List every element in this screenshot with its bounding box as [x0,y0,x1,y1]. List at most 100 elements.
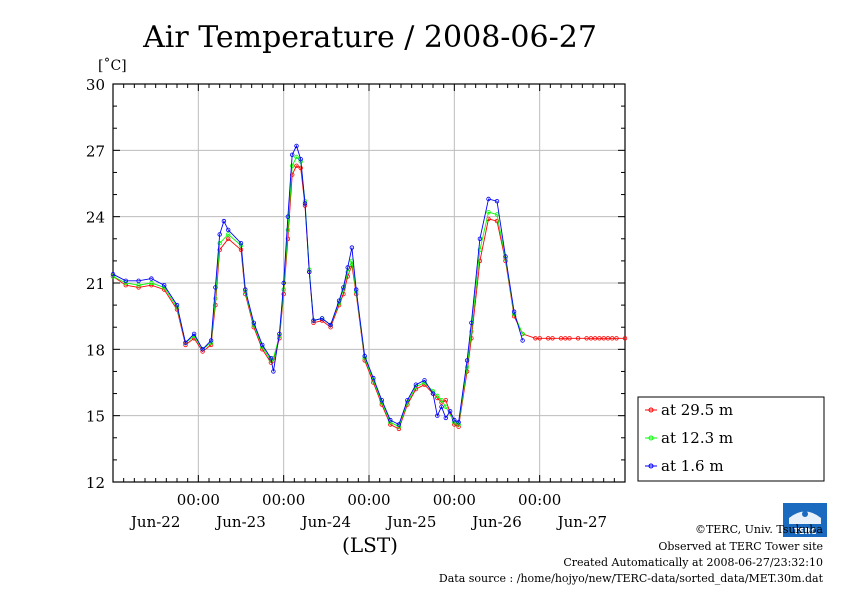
data-point [605,336,611,341]
data-point [503,254,508,259]
y-tick-label: 30 [86,76,105,94]
data-point [486,209,491,215]
data-point [614,336,619,341]
data-point [149,276,154,281]
data-point [447,409,453,414]
data-point [597,336,602,341]
data-point [294,154,299,160]
data-point [494,198,500,204]
legend-box [637,396,825,482]
data-point [439,404,444,409]
data-point [213,296,218,301]
data-point [435,413,440,418]
x-day-label: Jun-25 [385,513,437,531]
x-day-label: Jun-24 [300,513,352,531]
data-point [200,347,205,352]
data-point [533,336,538,341]
data-point [464,358,470,363]
data-point [285,214,291,219]
data-point [567,336,572,341]
data-point [443,398,448,403]
data-point [302,201,308,206]
data-point [443,415,448,421]
data-point [225,227,231,233]
data-point [439,398,444,403]
data-point [537,336,542,341]
data-point [601,336,606,341]
data-point [298,165,303,171]
data-point [243,287,248,292]
data-point [191,331,197,337]
data-point [477,236,483,241]
legend-label: at 1.6 m [661,457,724,475]
data-point [422,378,427,383]
data-point [328,322,333,328]
data-point [225,236,231,241]
data-point [550,336,555,341]
data-point [546,336,551,341]
data-point [136,283,141,288]
y-tick-label: 15 [86,408,105,426]
data-point [469,320,474,325]
series-2 [110,143,525,427]
data-point [290,163,295,168]
data-point [238,240,244,246]
data-point [362,353,367,359]
data-point [405,398,410,403]
y-tick-label: 21 [86,275,105,293]
data-point [584,336,589,341]
y-axis: 12 15 18 21 24 27 30 [86,76,625,492]
data-point [345,269,350,275]
data-point [456,420,461,425]
data-point [588,336,594,341]
data-point [260,342,265,348]
legend: at 29.5 m at 12.3 m at 1.6 m [637,396,825,482]
data-point [149,280,154,286]
data-point [110,272,116,277]
y-tick-label: 24 [86,209,105,227]
data-point [271,369,276,374]
legend-label: at 29.5 m [661,401,733,419]
grid [113,84,625,482]
data-point [311,318,316,323]
data-point [469,329,474,334]
series-group [110,143,628,432]
data-point [307,269,312,275]
data-point [290,152,295,157]
series-1 [110,154,525,429]
data-point [294,163,299,168]
data-point [123,278,128,283]
data-point [610,336,615,341]
chart-title: Air Temperature / 2008-06-27 [142,20,597,55]
data-point [430,391,436,396]
data-point [251,320,256,325]
data-point [558,336,564,341]
data-point [298,156,303,162]
data-point [208,338,214,343]
x-day-label: Jun-22 [129,513,181,531]
data-point [281,280,286,286]
data-point [349,245,355,250]
data-point [464,364,470,370]
x-tick-label: 00:00 [518,491,561,509]
data-point [161,283,167,288]
credit-created: Created Automatically at 2008-06-27/23:3… [563,556,823,569]
credit-copyright: ©TERC, Univ. Tsukuba [695,523,823,536]
data-point [622,336,628,341]
data-point [477,247,483,252]
data-point [592,336,598,341]
data-point [217,240,222,246]
data-point [379,398,384,403]
data-point [217,232,222,237]
logo-text: TERC [794,527,817,536]
x-day-label: Jun-27 [556,513,608,531]
x-tick-label: 00:00 [433,491,476,509]
x-axis-label: (LST) [342,533,398,557]
data-point [511,309,517,314]
terc-logo: TERC [783,503,827,537]
data-point [575,336,581,341]
legend-swatch-marker [648,435,654,441]
series-line [112,144,524,426]
data-point [494,218,500,224]
